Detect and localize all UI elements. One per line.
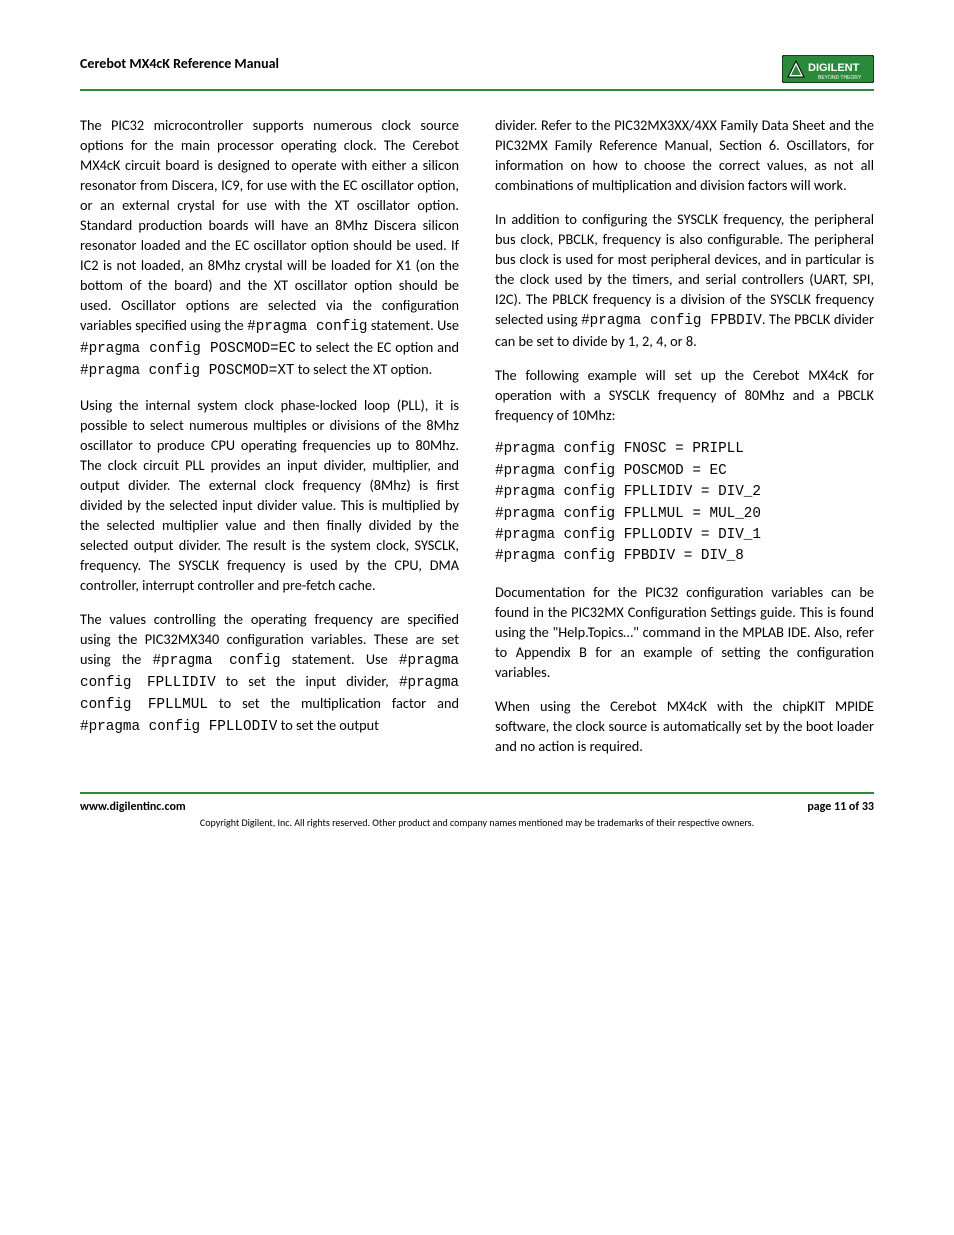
svg-text:BEYOND THEORY: BEYOND THEORY — [818, 75, 862, 81]
left-column: The PIC32 microcontroller supports numer… — [80, 115, 459, 770]
svg-text:DIGILENT: DIGILENT — [808, 62, 860, 74]
header-title: Cerebot MX4cK Reference Manual — [80, 55, 279, 72]
footer-copyright: Copyright Digilent, Inc. All rights rese… — [80, 816, 874, 829]
page-header: Cerebot MX4cK Reference Manual DIGILENT … — [80, 55, 874, 91]
page-footer: www.digilentinc.com page 11 of 33 — [80, 792, 874, 814]
right-p4: Documentation for the PIC32 configuratio… — [495, 582, 874, 682]
left-p1: The PIC32 microcontroller supports numer… — [80, 115, 459, 381]
code-inline: #pragma config POSCMOD=EC — [80, 341, 296, 357]
left-p2: Using the internal system clock phase-lo… — [80, 395, 459, 595]
code-inline: #pragma config — [247, 319, 367, 335]
left-p3: The values controlling the operating fre… — [80, 609, 459, 737]
code-inline: #pragma config FPLLODIV — [80, 719, 277, 735]
footer-site: www.digilentinc.com — [80, 800, 186, 814]
right-column: divider. Refer to the PIC32MX3XX/4XX Fam… — [495, 115, 874, 770]
code-inline: #pragma config FPBDIV — [581, 313, 762, 329]
right-p3: The following example will set up the Ce… — [495, 365, 874, 425]
digilent-logo: DIGILENT BEYOND THEORY — [782, 55, 874, 83]
config-code-block: #pragma config FNOSC = PRIPLL #pragma co… — [495, 439, 874, 568]
code-inline: #pragma config POSCMOD=XT — [80, 363, 295, 379]
right-p1: divider. Refer to the PIC32MX3XX/4XX Fam… — [495, 115, 874, 195]
content-columns: The PIC32 microcontroller supports numer… — [80, 115, 874, 770]
right-p2: In addition to configuring the SYSCLK fr… — [495, 209, 874, 351]
code-inline: #pragma config — [152, 653, 280, 669]
footer-page: page 11 of 33 — [807, 800, 874, 814]
right-p5: When using the Cerebot MX4cK with the ch… — [495, 696, 874, 756]
